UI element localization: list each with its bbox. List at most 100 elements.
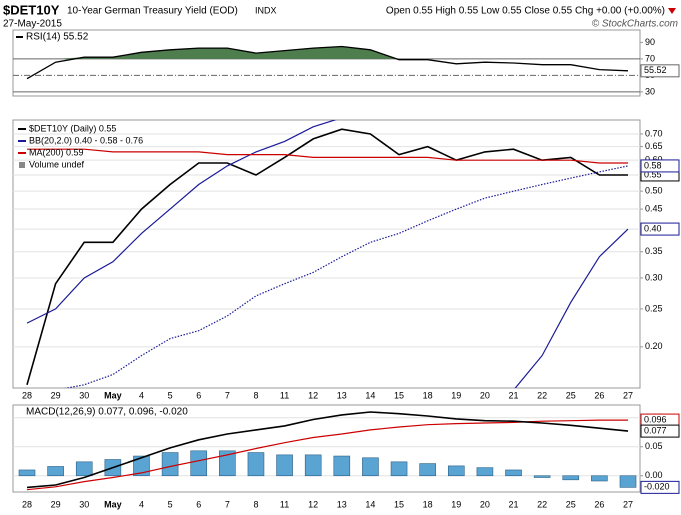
histogram-bar — [533, 475, 551, 478]
exchange: INDX — [255, 5, 277, 15]
value-box — [640, 424, 680, 438]
histogram-bar — [47, 466, 64, 477]
value-box-label: -0.020 — [644, 482, 670, 492]
histogram-bar — [562, 475, 580, 481]
series-line — [26, 128, 628, 386]
x-tick-label: 13 — [337, 499, 347, 509]
value-box-label: 0.40 — [644, 223, 662, 233]
histogram-bar — [591, 475, 608, 482]
x-tick-label: 18 — [423, 390, 433, 400]
histogram-bar — [190, 450, 208, 477]
value-box-label: 0.096 — [644, 414, 667, 424]
histogram-bar — [419, 463, 436, 477]
rsi-line — [26, 45, 629, 80]
panel-frame — [12, 119, 641, 389]
x-tick-label: 8 — [253, 499, 258, 509]
x-tick-label: 20 — [480, 390, 490, 400]
x-tick-label: 8 — [253, 390, 258, 400]
x-tick-label: 28 — [22, 499, 32, 509]
x-tick-label: 21 — [509, 499, 519, 509]
histogram-bar — [75, 461, 93, 477]
histogram-bar — [304, 454, 322, 477]
y-tick-label: 70 — [645, 53, 655, 63]
quote: Open 0.55 High 0.55 Low 0.55 Close 0.55 … — [386, 6, 665, 17]
security-name: 10-Year German Treasury Yield (EOD) — [67, 6, 238, 17]
series-line — [26, 411, 629, 489]
credit: © StockCharts.com — [592, 19, 678, 30]
x-tick-label: 21 — [509, 390, 519, 400]
histogram-bar — [133, 455, 150, 477]
x-tick-label: 19 — [451, 390, 461, 400]
y-tick-label: 0.30 — [645, 272, 663, 282]
x-tick-label: 5 — [168, 499, 173, 509]
x-tick-label: 27 — [623, 499, 633, 509]
x-tick-label: 29 — [51, 499, 61, 509]
x-tick-label: 27 — [623, 390, 633, 400]
x-tick-label: 30 — [79, 390, 89, 400]
x-tick-label: 20 — [480, 499, 490, 509]
x-tick-label: 4 — [139, 390, 144, 400]
y-tick-label: 0.65 — [645, 141, 663, 151]
x-tick-label: 6 — [196, 499, 201, 509]
x-tick-label: 29 — [51, 390, 61, 400]
histogram-bar — [619, 475, 637, 488]
x-tick-label: 5 — [168, 390, 173, 400]
histogram-bar — [219, 450, 236, 477]
value-box-label: 0.077 — [644, 425, 667, 435]
band-lower — [514, 228, 629, 388]
histogram-bar — [476, 467, 494, 477]
x-tick-label: 12 — [308, 499, 318, 509]
histogram-bar — [276, 454, 293, 477]
legend-label: MA(200) 0.59 — [29, 147, 84, 157]
value-box-label: 0.55 — [644, 169, 662, 179]
series-line — [26, 419, 628, 491]
legend-label: BB(20,2.0) 0.40 - 0.58 - 0.76 — [29, 135, 143, 145]
x-tick-label: 7 — [225, 390, 230, 400]
x-tick-label: 18 — [423, 499, 433, 509]
x-tick-label: 25 — [566, 499, 576, 509]
x-tick-label: May — [104, 499, 122, 509]
x-tick-label: 15 — [394, 499, 404, 509]
value-box — [640, 222, 680, 236]
y-tick-label: 0.25 — [645, 303, 663, 313]
x-tick-label: May — [104, 390, 122, 400]
y-tick-label: 0.70 — [645, 128, 663, 138]
x-tick-label: 14 — [365, 499, 375, 509]
histogram-bar — [333, 455, 351, 477]
histogram-bar — [447, 465, 465, 477]
x-tick-label: 28 — [22, 390, 32, 400]
y-tick-label: 0.05 — [645, 441, 663, 451]
x-tick-label: 26 — [594, 390, 604, 400]
value-box — [640, 480, 680, 494]
legend-note: Volume undef — [29, 159, 85, 169]
legend-marker — [19, 162, 25, 168]
band-middle — [64, 165, 629, 388]
x-tick-label: 6 — [196, 390, 201, 400]
x-tick-label: 14 — [365, 390, 375, 400]
x-tick-label: 19 — [451, 499, 461, 509]
histogram-bar — [505, 469, 522, 477]
legend-label: $DET10Y (Daily) 0.55 — [29, 123, 116, 133]
value-box-label: 55.52 — [644, 65, 667, 75]
y-tick-label: 30 — [645, 86, 655, 96]
y-tick-label: 0.20 — [645, 341, 663, 351]
x-tick-label: 7 — [225, 499, 230, 509]
panel-title: RSI(14) 55.52 — [26, 32, 89, 43]
panel-frame — [12, 404, 641, 493]
x-tick-label: 13 — [337, 390, 347, 400]
x-tick-label: 4 — [139, 499, 144, 509]
histogram-bar — [247, 452, 265, 477]
x-tick-label: 25 — [566, 390, 576, 400]
band-upper — [26, 120, 337, 324]
value-box-label: 0.58 — [644, 160, 662, 170]
y-tick-label: 0.45 — [645, 203, 663, 213]
symbol: $DET10Y — [3, 2, 60, 17]
x-tick-label: 30 — [79, 499, 89, 509]
value-box — [640, 159, 680, 173]
histogram-bar — [18, 469, 36, 477]
x-tick-label: 22 — [537, 390, 547, 400]
y-tick-label: 90 — [645, 37, 655, 47]
histogram-bar — [390, 461, 408, 477]
x-tick-label: 11 — [280, 390, 289, 400]
